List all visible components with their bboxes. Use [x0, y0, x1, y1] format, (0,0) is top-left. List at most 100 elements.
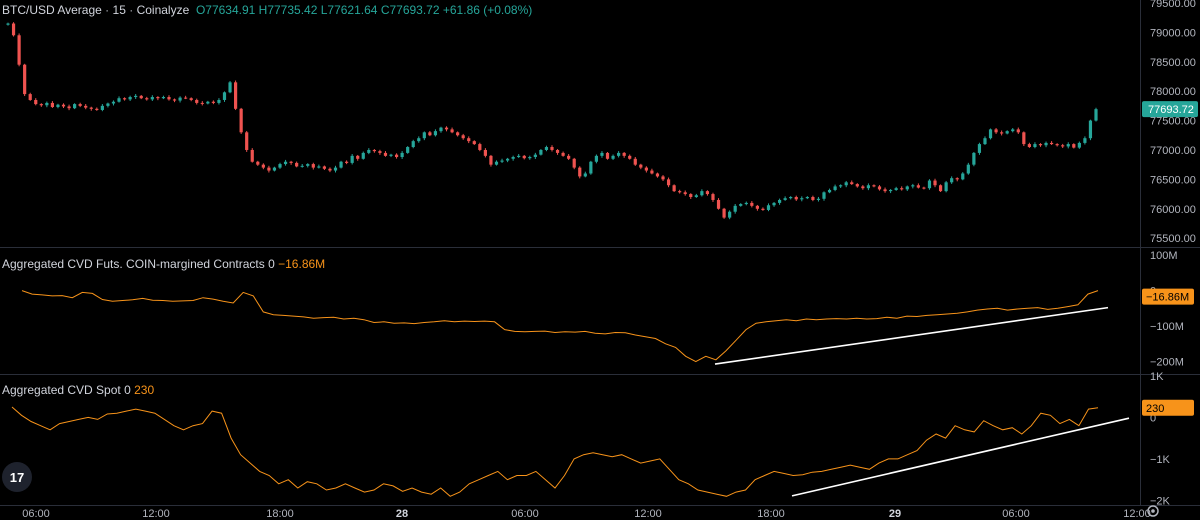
spot-cvd-axis-tick: −2K	[1150, 495, 1171, 507]
candle-body	[561, 152, 565, 156]
price-axis-tick: 78500.00	[1150, 57, 1196, 69]
candle-body	[28, 94, 32, 100]
candle-body	[544, 147, 549, 150]
candle-body	[694, 195, 698, 198]
candle-body	[567, 155, 571, 159]
price-legend: BTC/USD Average · 15 · Coinalyze O77634.…	[2, 3, 532, 17]
spot-cvd-legend[interactable]: Aggregated CVD Spot 0 230	[2, 383, 154, 397]
candle-body	[1011, 129, 1015, 132]
candle-body	[639, 164, 643, 168]
candle-body	[633, 158, 637, 165]
candle-body	[311, 164, 315, 168]
candle-body	[444, 127, 449, 130]
candle-body	[361, 152, 365, 159]
candle-body	[233, 82, 238, 109]
candle-body	[189, 98, 193, 100]
price-axis-tick: 77500.00	[1150, 116, 1196, 128]
candle-body	[217, 99, 221, 103]
candle-body	[61, 104, 66, 107]
candle-body	[861, 186, 865, 189]
candle-body	[456, 132, 460, 136]
candle-body	[783, 198, 787, 200]
candle-body	[78, 104, 82, 106]
candle-body	[611, 155, 615, 159]
time-axis-tick: 18:00	[266, 508, 294, 520]
candle-body	[478, 144, 482, 150]
futs-trendline	[714, 306, 1109, 365]
candle-body	[256, 161, 260, 165]
time-axis-tick: 06:00	[1002, 508, 1030, 520]
ohlc-high: H77735.42	[258, 3, 318, 17]
candle-body	[356, 155, 360, 159]
candle-body	[877, 186, 882, 190]
candle-body	[716, 199, 721, 209]
candle-body	[450, 129, 454, 133]
candle-body	[777, 199, 782, 203]
candle-body	[528, 157, 532, 159]
candle-body	[250, 149, 254, 162]
tradingview-logo-icon[interactable]: 17	[2, 462, 32, 492]
candle-body	[889, 189, 893, 192]
symbol-label[interactable]: BTC/USD Average	[2, 3, 102, 17]
candle-body	[955, 178, 959, 180]
candle-body	[1044, 142, 1048, 146]
candle-body	[367, 149, 371, 153]
candle-body	[1083, 138, 1087, 143]
time-axis-tick: 18:00	[757, 508, 785, 520]
spot-cvd-axis-tick: 0	[1150, 412, 1156, 424]
candle-body	[927, 180, 932, 189]
interval-label[interactable]: 15	[112, 3, 126, 17]
candle-body	[322, 166, 327, 169]
spot-cvd-line	[11, 406, 1099, 497]
candle-body	[1027, 144, 1031, 148]
candle-body	[472, 141, 476, 145]
price-axis-tick: 79000.00	[1150, 27, 1196, 39]
candle-body	[678, 191, 682, 193]
futs-cvd-legend[interactable]: Aggregated CVD Futs. COIN-margined Contr…	[2, 257, 325, 271]
candle-body	[228, 82, 232, 93]
candle-body	[494, 161, 499, 165]
candle-body	[195, 99, 199, 103]
candle-body	[328, 168, 332, 171]
candle-body	[172, 99, 177, 101]
candle-body	[39, 104, 43, 106]
candle-body	[572, 158, 576, 168]
candle-body	[1005, 131, 1009, 134]
candle-body	[1000, 132, 1004, 134]
candle-body	[178, 97, 182, 101]
price-axis-tick: 78000.00	[1150, 86, 1196, 98]
candle-body	[550, 147, 554, 150]
candle-body	[1049, 142, 1054, 145]
time-axis-tick: 12:00	[1123, 508, 1151, 520]
spot-cvd-last-value-label: 230	[1146, 403, 1164, 415]
candle-body	[128, 97, 132, 100]
candle-body	[728, 211, 732, 218]
gear-icon[interactable]	[1146, 504, 1160, 518]
candle-body	[372, 149, 376, 152]
candle-body	[1072, 144, 1076, 148]
candle-body	[378, 151, 382, 153]
candle-body	[73, 104, 77, 109]
candle-body	[628, 155, 632, 159]
candle-body	[300, 165, 304, 167]
candle-body	[422, 132, 426, 139]
candle-body	[1016, 129, 1020, 133]
futs-cvd-value: −16.86M	[278, 257, 326, 271]
price-axis-tick: 76000.00	[1150, 204, 1196, 216]
candle-body	[583, 173, 587, 177]
spot-trendline	[791, 417, 1130, 497]
candle-body	[439, 127, 443, 132]
candle-body	[461, 135, 465, 139]
spot-cvd-axis-tick: 1K	[1150, 371, 1164, 383]
candle-body	[489, 155, 493, 165]
candle-body	[644, 167, 648, 171]
candle-body	[605, 152, 610, 159]
last-price-badge	[1142, 101, 1198, 118]
candle-body	[139, 95, 143, 99]
candle-body	[761, 208, 765, 210]
candle-body	[89, 107, 93, 109]
candle-body	[267, 167, 271, 171]
candle-body	[905, 186, 909, 190]
candle-body	[278, 164, 282, 168]
